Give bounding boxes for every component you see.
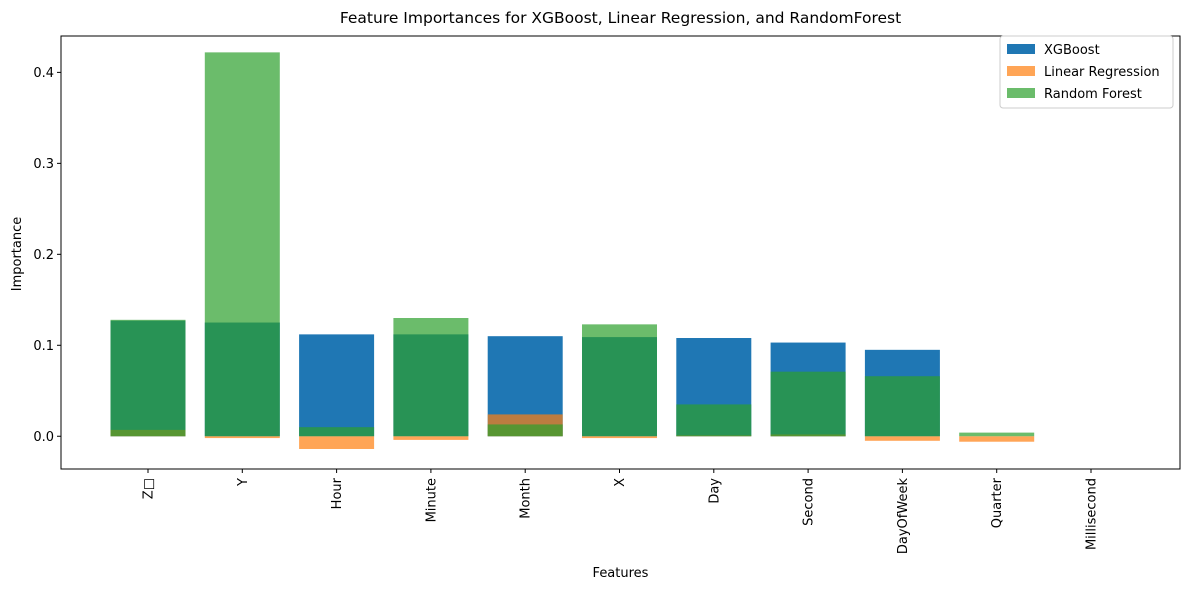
chart-title: Feature Importances for XGBoost, Linear … [340,9,901,27]
bar-linear-regression-1 [204,436,280,439]
x-axis-label: Features [593,566,649,581]
legend-label-random-forest: Random Forest [1044,87,1142,102]
y-tick-label: 0.0 [33,430,54,445]
bar-linear-regression-3 [393,436,469,440]
bar-linear-regression-5 [582,436,657,439]
bar-random-forest-7 [770,371,846,437]
bars-layer [110,52,1035,449]
legend-swatch-linear-regression [1007,66,1035,76]
x-tick-label-1: Y [236,478,251,487]
legend-box [999,35,1174,109]
bar-random-forest-5 [582,324,657,437]
bar-random-forest-2 [299,427,375,437]
y-tick-label: 0.1 [33,339,54,354]
x-tick-label-3: Minute [424,478,439,522]
bar-linear-regression-9 [959,436,1035,442]
x-tick-label-5: X [613,478,628,487]
bar-random-forest-3 [393,318,469,437]
bar-random-forest-1 [204,52,280,437]
y-tick-label: 0.3 [33,157,54,172]
x-tick-label-2: Hour [330,477,345,509]
y-axis-label: Importance [10,217,25,292]
x-tick-label-9: Quarter [990,477,1005,528]
bar-xgboost-2 [299,334,375,437]
x-tick-label-6: Day [707,478,722,504]
x-tick-label-0: Z□ [142,478,157,499]
bar-random-forest-9 [959,432,1035,437]
legend: XGBoost Linear Regression Random Forest [999,35,1174,109]
axes-layer: 0.0 0.1 0.2 0.3 0.4 Z□ Y Hour Minute Month X Day Sec… [33,35,1181,555]
legend-swatch-xgboost [1007,44,1035,54]
bar-random-forest-8 [864,376,940,437]
series-random-forest [110,52,1035,437]
y-tick-label: 0.2 [33,248,54,263]
x-tick-label-7: Second [802,478,817,526]
x-tick-label-8: DayOfWeek [896,478,911,555]
bar-linear-regression-2 [299,436,375,449]
bar-linear-regression-8 [864,436,940,441]
legend-label-xgboost: XGBoost [1044,43,1100,58]
bar-random-forest-0 [110,319,186,437]
x-tick-label-4: Month [519,478,534,519]
bar-random-forest-4 [487,424,563,437]
plot-frame [60,35,1181,470]
y-tick-label: 0.4 [33,66,54,81]
legend-swatch-random-forest [1007,88,1035,98]
bar-random-forest-6 [676,404,752,437]
legend-label-linear-regression: Linear Regression [1044,65,1160,80]
x-tick-label-10: Millisecond [1085,478,1100,550]
